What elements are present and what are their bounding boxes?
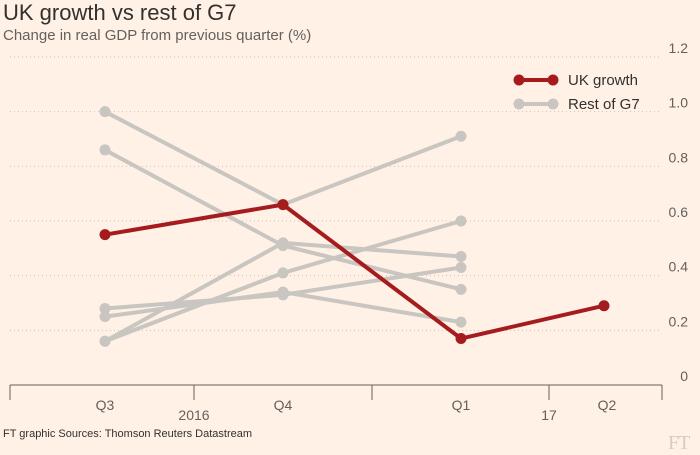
uk-growth-line <box>103 202 606 341</box>
x-tick-label: Q1 <box>452 397 471 413</box>
rest-of-g7-point <box>99 106 111 118</box>
rest-of-g7-line-0 <box>103 109 463 207</box>
legend-marker <box>547 74 559 86</box>
rest-of-g7-point <box>99 144 111 156</box>
rest-of-g7-point <box>455 316 467 328</box>
rest-of-g7-point <box>99 302 111 314</box>
x-tick-label: Q2 <box>598 397 617 413</box>
uk-growth-point <box>99 229 111 241</box>
gridlines: 0 0.2 0.4 0.6 0.8 1.0 1.2 <box>10 40 689 386</box>
x-year-label: 17 <box>541 407 557 423</box>
y-tick-label: 0.2 <box>669 313 689 329</box>
chart-subtitle: Change in real GDP from previous quarter… <box>3 27 312 44</box>
x-axis: Q3 Q4 Q1 Q2 2016 17 <box>9 384 663 423</box>
y-tick-label: 0.8 <box>669 149 689 165</box>
legend-marker <box>547 98 559 110</box>
y-tick-label: 1.0 <box>669 95 689 111</box>
legend-label: UK growth <box>568 72 638 89</box>
y-tick-label: 0.6 <box>669 204 689 220</box>
ft-logo: FT <box>668 432 690 454</box>
rest-of-g7-point <box>277 267 289 279</box>
legend-label: Rest of G7 <box>568 96 640 113</box>
rest-of-g7-point <box>277 237 289 249</box>
rest-of-g7-point <box>455 251 467 263</box>
uk-growth-point <box>598 300 610 312</box>
uk-growth-series <box>99 199 610 345</box>
rest-of-g7-point <box>455 130 467 142</box>
source-note: FT graphic Sources: Thomson Reuters Data… <box>3 428 253 440</box>
x-tick-label: Q3 <box>96 397 115 413</box>
x-tick-label: Q4 <box>274 397 293 413</box>
y-tick-label: 1.2 <box>669 40 689 56</box>
legend-marker <box>513 74 525 86</box>
y-tick-label: 0.4 <box>669 259 689 275</box>
x-year-label: 2016 <box>178 407 209 423</box>
uk-growth-point <box>277 199 289 211</box>
rest-of-g7-point <box>277 286 289 298</box>
rest-of-g7-point <box>99 335 111 347</box>
rest-of-g7-point <box>455 215 467 227</box>
rest-of-g7-point <box>455 283 467 295</box>
y-tick-label: 0 <box>680 368 688 384</box>
legend-marker <box>513 98 525 110</box>
rest-of-g7-point <box>455 261 467 273</box>
uk-growth-point <box>455 333 467 345</box>
chart-title: UK growth vs rest of G7 <box>3 0 237 25</box>
legend: UK growth Rest of G7 <box>513 72 640 113</box>
rest-of-g7-point <box>99 311 111 323</box>
